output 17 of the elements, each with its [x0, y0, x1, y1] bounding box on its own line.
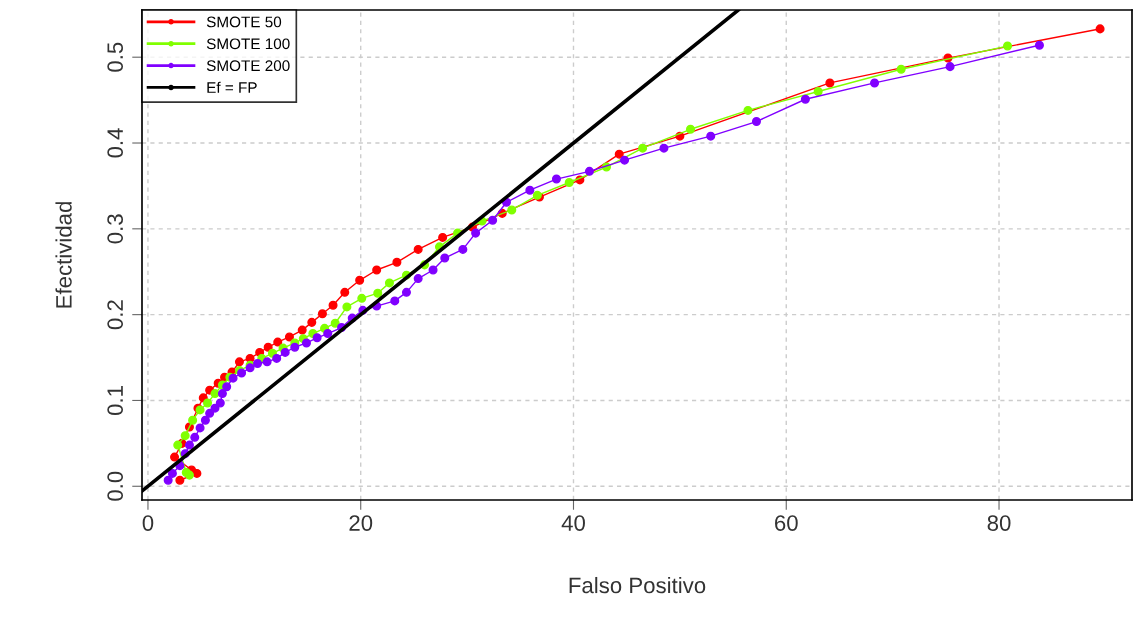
x-tick-label: 80 [987, 515, 1011, 531]
x-tick-label: 20 [349, 515, 373, 531]
y-tick-label: 0.4 [107, 128, 124, 158]
y-tick-label: 0.0 [107, 471, 124, 501]
x-tick-label: 0 [142, 515, 154, 531]
y-axis-title: Efectividad [55, 202, 72, 308]
legend-label: SMOTE 100 [206, 38, 290, 50]
legend-label: SMOTE 200 [206, 60, 290, 72]
x-tick-label: 60 [775, 515, 798, 531]
y-tick-label: 0.3 [107, 214, 124, 244]
y-tick-label: 0.2 [107, 300, 124, 330]
y-tick-label: 0.1 [107, 386, 124, 416]
x-axis-title: Falso Positivo [569, 576, 706, 594]
legend-label: SMOTE 50 [206, 16, 282, 28]
y-tick-label: 0.5 [107, 42, 124, 72]
x-tick-label: 40 [561, 515, 585, 531]
legend-label: Ef = FP [207, 81, 257, 93]
